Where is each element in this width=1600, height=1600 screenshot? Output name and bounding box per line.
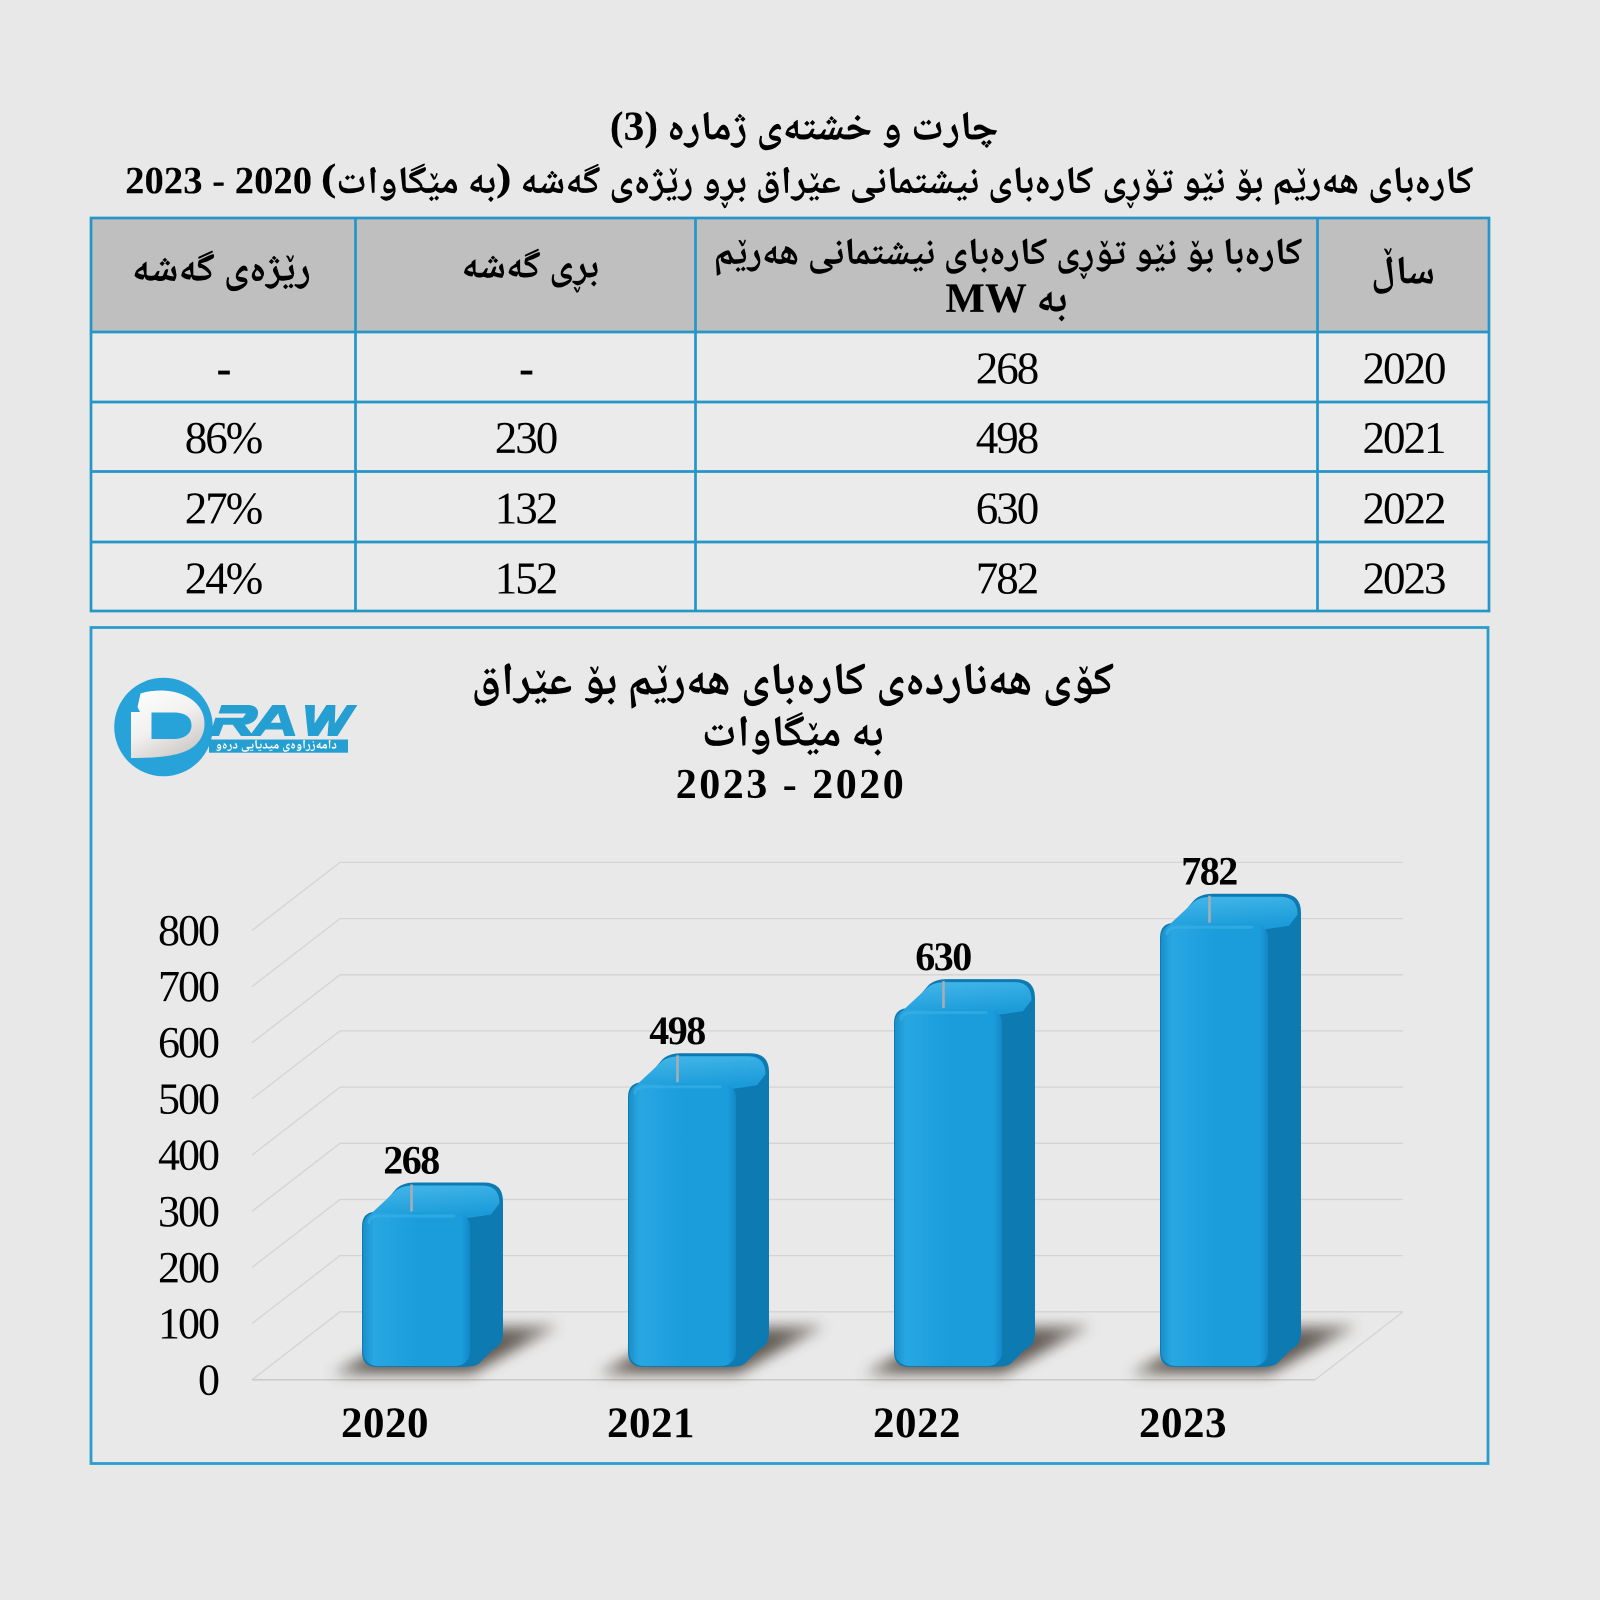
svg-text:86%: 86% [185, 413, 262, 463]
svg-text:782: 782 [976, 554, 1038, 604]
svg-text:268: 268 [383, 1138, 439, 1183]
svg-text:700: 700 [158, 962, 219, 1011]
svg-text:2021: 2021 [1363, 413, 1445, 463]
svg-text:100: 100 [158, 1299, 219, 1348]
svg-text:24%: 24% [185, 554, 262, 604]
svg-text:400: 400 [158, 1131, 219, 1180]
svg-text:630: 630 [976, 484, 1038, 534]
svg-text:498: 498 [649, 1008, 705, 1053]
svg-text:27%: 27% [185, 484, 262, 534]
svg-text:2021: 2021 [607, 1400, 695, 1447]
svg-text:2020: 2020 [341, 1400, 429, 1447]
svg-text:132: 132 [495, 484, 557, 534]
svg-text:2020: 2020 [1363, 344, 1446, 394]
svg-text:268: 268 [976, 344, 1038, 394]
svg-text:800: 800 [158, 906, 219, 955]
svg-text:498: 498 [976, 413, 1038, 463]
svg-text:-: - [519, 344, 533, 394]
svg-text:152: 152 [495, 554, 557, 604]
svg-text:300: 300 [158, 1187, 219, 1236]
svg-text:2022: 2022 [1363, 484, 1446, 534]
svg-text:-: - [217, 344, 231, 394]
svg-text:230: 230 [495, 413, 557, 463]
svg-text:2023 - 2020: 2023 - 2020 [676, 762, 907, 808]
svg-text:600: 600 [158, 1018, 219, 1067]
svg-text:630: 630 [915, 934, 971, 979]
svg-text:782: 782 [1181, 849, 1237, 894]
svg-text:0: 0 [198, 1355, 219, 1404]
svg-text:500: 500 [158, 1074, 219, 1123]
svg-text:2022: 2022 [873, 1400, 961, 1447]
svg-text:2023: 2023 [1363, 554, 1446, 604]
svg-text:200: 200 [158, 1243, 219, 1292]
svg-text:2023: 2023 [1139, 1400, 1227, 1447]
